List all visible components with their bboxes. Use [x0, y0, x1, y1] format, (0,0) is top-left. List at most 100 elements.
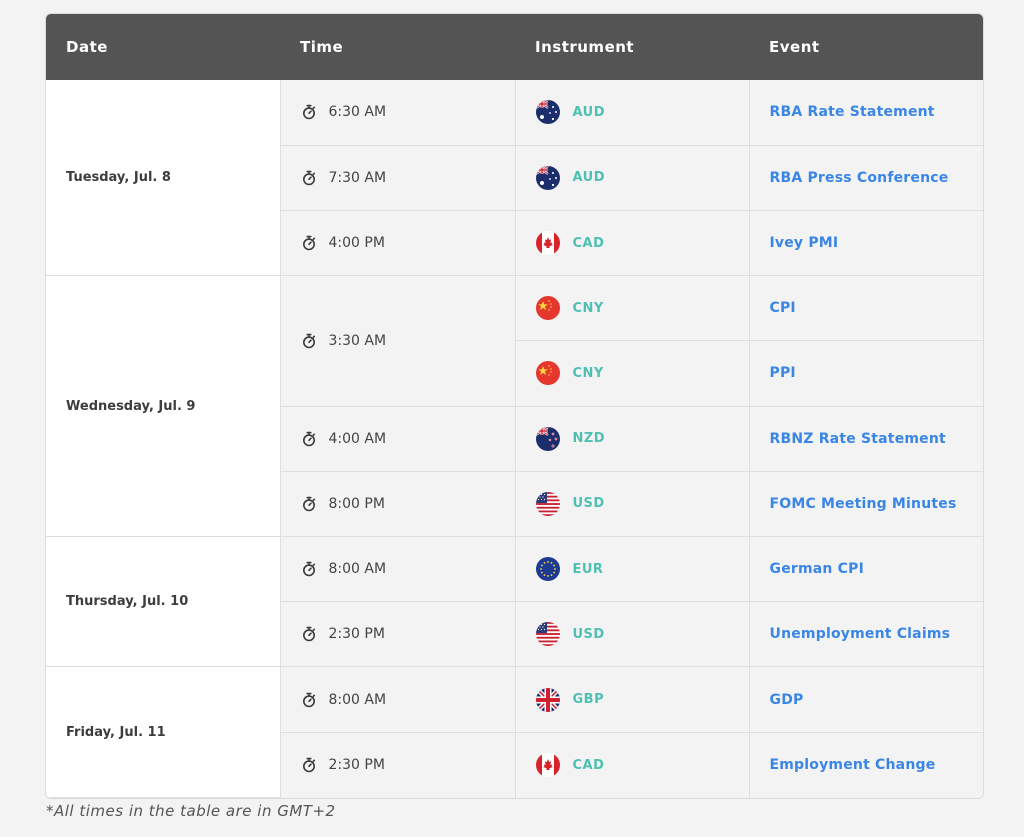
- time-label: 4:00 AM: [328, 430, 387, 447]
- date-cell: Friday, Jul. 11: [46, 666, 281, 798]
- eu-flag-icon: [535, 557, 560, 582]
- stopwatch-icon: [301, 626, 317, 642]
- currency-code: USD: [572, 496, 605, 512]
- date-cell: Wednesday, Jul. 9: [46, 275, 281, 538]
- time-display: 8:00 AM: [301, 692, 515, 708]
- currency-code: AUD: [572, 170, 606, 186]
- time-label: 3:30 AM: [328, 332, 387, 349]
- event-link[interactable]: FOMC Meeting Minutes: [769, 495, 957, 512]
- time-label: 7:30 AM: [328, 169, 387, 186]
- event-link[interactable]: CPI: [769, 300, 796, 317]
- table-row: Wednesday, Jul. 9 3:30 AM CNY CPI: [46, 275, 983, 538]
- instrument-cell: USD: [515, 601, 750, 668]
- table-row: 4:00 AM NZD RBNZ Rate Statement: [46, 406, 983, 472]
- ca-flag-icon: [535, 231, 560, 256]
- instrument-cell: AUD: [515, 145, 750, 211]
- cn-flag-icon: [535, 296, 560, 321]
- event-link[interactable]: RBA Rate Statement: [769, 104, 935, 121]
- table-row: Tuesday, Jul. 8 6:30 AM AUD RBA Rate Statem…: [46, 80, 983, 277]
- time-label: 6:30 AM: [328, 104, 387, 121]
- time-cell: 8:00 AM: [280, 666, 516, 733]
- time-cell: 8:00 PM: [280, 471, 516, 538]
- time-cell: 2:30 PM: [280, 732, 516, 798]
- instrument-cell: CNY: [515, 275, 750, 342]
- time-cell: 8:00 AM: [280, 536, 516, 603]
- table-row: Friday, Jul. 11 8:00 AM GBP GDP: [46, 666, 983, 798]
- table-row: 4:00 PM CAD Ivey PMI: [46, 210, 983, 277]
- time-display: 7:30 AM: [301, 170, 515, 186]
- currency-code: CAD: [572, 757, 605, 773]
- instrument-cell: CNY: [515, 340, 750, 407]
- instrument: GBP: [535, 687, 749, 712]
- instrument: CAD: [535, 231, 749, 256]
- currency-code: CNY: [572, 300, 604, 316]
- table-row: Thursday, Jul. 10 8:00 AM EUR German CPI: [46, 536, 983, 668]
- instrument: CNY: [535, 296, 749, 321]
- stopwatch-icon: [301, 235, 317, 251]
- currency-code: GBP: [572, 692, 605, 708]
- stopwatch-icon: [301, 104, 317, 120]
- time-display: 8:00 PM: [301, 496, 515, 512]
- event-cell: German CPI: [749, 536, 983, 603]
- event-link[interactable]: GDP: [769, 691, 804, 708]
- header-event: Event: [749, 14, 983, 80]
- event-cell: RBNZ Rate Statement: [749, 406, 983, 472]
- event-link[interactable]: RBA Press Conference: [769, 169, 949, 186]
- instrument: USD: [535, 491, 749, 516]
- instrument-cell: GBP: [515, 666, 750, 733]
- date-cell: Tuesday, Jul. 8: [46, 80, 281, 277]
- timezone-footnote: *All times in the table are in GMT+2: [46, 802, 336, 820]
- currency-code: NZD: [572, 431, 606, 447]
- cn-flag-icon: [535, 361, 560, 386]
- table-row: CNY PPI: [46, 340, 983, 407]
- stopwatch-icon: [301, 757, 317, 773]
- instrument-cell: NZD: [515, 406, 750, 472]
- header-instrument: Instrument: [515, 14, 749, 80]
- header-date: Date: [46, 14, 280, 80]
- date-label: Thursday, Jul. 10: [66, 594, 189, 610]
- event-cell: RBA Rate Statement: [749, 80, 983, 146]
- event-link[interactable]: RBNZ Rate Statement: [769, 430, 946, 447]
- stopwatch-icon: [301, 692, 317, 708]
- table-row: 7:30 AM AUD RBA Press Conference: [46, 145, 983, 211]
- event-link[interactable]: Ivey PMI: [769, 235, 839, 252]
- time-label: 8:00 AM: [328, 561, 387, 578]
- event-cell: FOMC Meeting Minutes: [749, 471, 983, 538]
- stopwatch-icon: [301, 496, 317, 512]
- stopwatch-icon: [301, 170, 317, 186]
- instrument: AUD: [535, 100, 749, 125]
- date-label: Friday, Jul. 11: [66, 724, 166, 740]
- instrument-cell: CAD: [515, 732, 750, 798]
- time-label: 2:30 PM: [328, 626, 385, 643]
- time-display: 3:30 AM: [301, 333, 515, 349]
- time-cell: 4:00 PM: [280, 210, 516, 277]
- event-link[interactable]: German CPI: [769, 561, 865, 578]
- time-label: 4:00 PM: [328, 235, 385, 252]
- currency-code: AUD: [572, 104, 606, 120]
- table-row: 2:30 PM CAD Employment Change: [46, 732, 983, 798]
- instrument: USD: [535, 622, 749, 647]
- event-link[interactable]: PPI: [769, 365, 796, 382]
- us-flag-icon: [535, 622, 560, 647]
- time-display: 4:00 PM: [301, 235, 515, 251]
- time-cell: 6:30 AM: [280, 80, 516, 146]
- event-cell: GDP: [749, 666, 983, 733]
- event-cell: CPI: [749, 275, 983, 342]
- table-row: 8:00 PM USD FOMC Meeting Minutes: [46, 471, 983, 538]
- event-cell: Ivey PMI: [749, 210, 983, 277]
- ca-flag-icon: [535, 753, 560, 778]
- header-time: Time: [280, 14, 515, 80]
- event-link[interactable]: Unemployment Claims: [769, 626, 951, 643]
- instrument: CNY: [535, 361, 749, 386]
- economic-calendar-table: Date Time Instrument Event Tuesday, Jul.…: [45, 13, 984, 799]
- instrument: AUD: [535, 165, 749, 190]
- event-link[interactable]: Employment Change: [769, 757, 936, 774]
- time-display: 2:30 PM: [301, 757, 515, 773]
- currency-code: EUR: [572, 561, 604, 577]
- table-row: 2:30 PM USD Unemployment Claims: [46, 601, 983, 668]
- au-flag-icon: [535, 165, 560, 190]
- nz-flag-icon: [535, 426, 560, 451]
- event-cell: RBA Press Conference: [749, 145, 983, 211]
- stopwatch-icon: [301, 333, 317, 349]
- date-label: Wednesday, Jul. 9: [66, 398, 196, 414]
